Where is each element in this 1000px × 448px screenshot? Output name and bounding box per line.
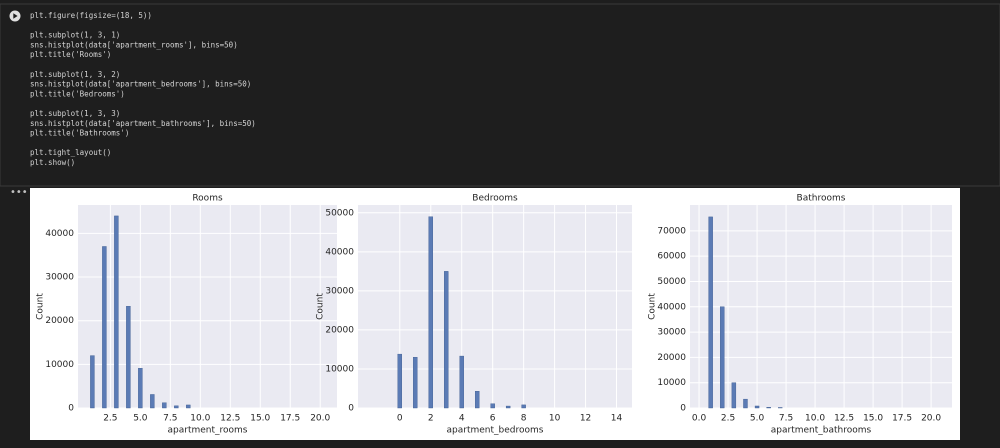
x-axis-label: apartment_bedrooms bbox=[447, 426, 544, 436]
x-tick-label: 5.0 bbox=[750, 414, 765, 424]
bar bbox=[474, 391, 480, 409]
code-line: plt.tight_layout() bbox=[30, 148, 111, 157]
bar bbox=[505, 405, 511, 409]
bar bbox=[186, 404, 191, 409]
bar bbox=[90, 355, 95, 409]
x-tick-label: 15.0 bbox=[863, 414, 883, 424]
x-tick-label: 12 bbox=[580, 414, 591, 424]
bar bbox=[778, 407, 783, 409]
x-tick-label: 10 bbox=[549, 414, 561, 424]
x-tick-label: 0 bbox=[397, 414, 403, 424]
y-tick-label: 40000 bbox=[657, 302, 686, 312]
bar bbox=[138, 368, 143, 409]
x-tick-label: 10.0 bbox=[805, 414, 825, 424]
bar bbox=[444, 271, 449, 409]
bar bbox=[114, 215, 119, 409]
x-tick-label: 17.5 bbox=[280, 414, 300, 424]
plot-background bbox=[358, 205, 632, 408]
x-tick-label: 6 bbox=[490, 414, 496, 424]
output-menu[interactable]: ••• bbox=[10, 187, 28, 198]
y-tick-label: 0 bbox=[68, 404, 74, 414]
y-tick-label: 50000 bbox=[325, 208, 354, 218]
code-line: sns.histplot(data['apartment_bathrooms']… bbox=[30, 119, 256, 128]
code-line: plt.subplot(1, 3, 1) bbox=[30, 31, 120, 40]
code-line: sns.histplot(data['apartment_rooms'], bi… bbox=[30, 40, 238, 49]
code-line: plt.subplot(1, 3, 2) bbox=[30, 70, 120, 79]
x-axis-label: apartment_rooms bbox=[168, 426, 248, 436]
code-line: plt.show() bbox=[30, 158, 75, 167]
run-button[interactable] bbox=[9, 10, 21, 22]
bar bbox=[102, 246, 107, 409]
x-tick-label: 0.0 bbox=[692, 414, 707, 424]
x-tick-label: 4 bbox=[459, 414, 465, 424]
y-tick-label: 70000 bbox=[657, 226, 686, 236]
y-tick-label: 0 bbox=[680, 404, 686, 414]
chart-title: Rooms bbox=[192, 194, 223, 204]
chart-title: Bathrooms bbox=[797, 194, 846, 204]
bar bbox=[720, 306, 725, 409]
bar bbox=[743, 398, 748, 409]
x-tick-label: 15.0 bbox=[250, 414, 270, 424]
code-line: plt.title('Rooms') bbox=[30, 50, 111, 59]
bar bbox=[521, 404, 526, 409]
bar bbox=[490, 403, 495, 409]
run-icon[interactable] bbox=[13, 13, 18, 19]
y-tick-label: 10000 bbox=[45, 360, 74, 370]
y-tick-label: 20000 bbox=[657, 353, 686, 363]
x-tick-label: 20.0 bbox=[310, 414, 330, 424]
x-tick-label: 10.0 bbox=[190, 414, 210, 424]
x-axis-label: apartment_bathrooms bbox=[771, 426, 872, 436]
y-tick-label: 20000 bbox=[325, 325, 354, 335]
y-axis-label: Count bbox=[648, 293, 658, 320]
y-tick-label: 30000 bbox=[657, 328, 686, 338]
plot-background bbox=[78, 205, 337, 408]
x-tick-label: 14 bbox=[611, 414, 623, 424]
code-line: plt.figure(figsize=(18, 5)) bbox=[30, 11, 152, 20]
code-line: plt.subplot(1, 3, 3) bbox=[30, 109, 120, 118]
bar bbox=[174, 405, 179, 409]
x-tick-label: 12.5 bbox=[834, 414, 854, 424]
bar bbox=[754, 405, 760, 409]
code-line: plt.title('Bedrooms') bbox=[30, 89, 125, 98]
x-tick-label: 7.5 bbox=[779, 414, 793, 424]
x-tick-label: 20.0 bbox=[921, 414, 941, 424]
y-axis-label: Count bbox=[36, 293, 46, 320]
bar bbox=[731, 382, 737, 409]
y-tick-label: 20000 bbox=[45, 316, 74, 326]
x-tick-label: 2.5 bbox=[103, 414, 117, 424]
bar bbox=[413, 357, 418, 409]
chart-title: Bedrooms bbox=[472, 194, 518, 204]
bar bbox=[126, 306, 131, 409]
x-tick-label: 17.5 bbox=[892, 414, 912, 424]
y-axis-label: Count bbox=[316, 293, 326, 320]
y-tick-label: 30000 bbox=[45, 273, 74, 283]
x-tick-label: 7.5 bbox=[163, 414, 177, 424]
y-tick-label: 40000 bbox=[45, 229, 74, 239]
x-tick-label: 8 bbox=[521, 414, 527, 424]
y-tick-label: 0 bbox=[348, 404, 354, 414]
bar bbox=[162, 402, 167, 409]
bar bbox=[459, 355, 464, 409]
y-tick-label: 10000 bbox=[325, 364, 354, 374]
y-tick-label: 40000 bbox=[325, 247, 354, 257]
code-line: sns.histplot(data['apartment_bedrooms'],… bbox=[30, 80, 251, 89]
x-tick-label: 12.5 bbox=[220, 414, 240, 424]
bar bbox=[766, 407, 771, 409]
x-tick-label: 2 bbox=[428, 414, 434, 424]
bar bbox=[708, 216, 713, 409]
bar bbox=[397, 353, 402, 409]
x-tick-label: 2.5 bbox=[721, 414, 735, 424]
bar bbox=[428, 216, 433, 409]
y-tick-label: 60000 bbox=[657, 252, 686, 262]
y-tick-label: 30000 bbox=[325, 286, 354, 296]
x-tick-label: 5.0 bbox=[133, 414, 148, 424]
y-tick-label: 50000 bbox=[657, 277, 686, 287]
code-cell bbox=[0, 3, 1000, 187]
bar bbox=[150, 394, 155, 409]
y-tick-label: 10000 bbox=[657, 378, 686, 388]
code-line: plt.title('Bathrooms') bbox=[30, 129, 129, 138]
